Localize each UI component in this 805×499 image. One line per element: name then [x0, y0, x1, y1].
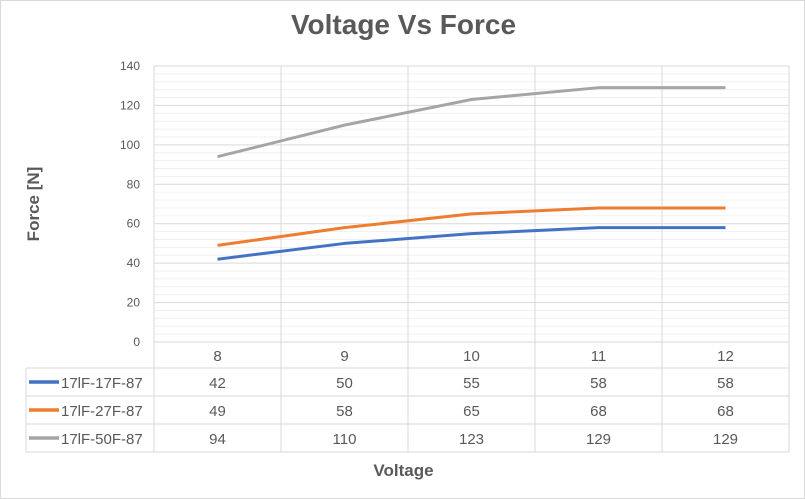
y-tick-label: 140 [120, 59, 140, 73]
data-table-value: 129 [586, 431, 611, 448]
data-table-value: 123 [459, 431, 484, 448]
data-table-value: 65 [463, 403, 480, 420]
data-table-value: 42 [209, 375, 226, 392]
data-table-value: 58 [717, 375, 734, 392]
data-table-value: 110 [333, 431, 357, 448]
x-tick-label: 10 [463, 348, 480, 365]
y-tick-label: 100 [120, 138, 140, 152]
y-tick-label: 80 [127, 177, 141, 191]
y-tick-label: 40 [127, 256, 141, 270]
series-line [217, 206, 726, 247]
data-table-value: 58 [336, 403, 353, 420]
y-tick-label: 0 [133, 335, 140, 349]
x-tick-label: 12 [717, 348, 734, 365]
data-table-value: 49 [209, 403, 226, 420]
data-table-value: 50 [336, 375, 353, 392]
legend-label: 17lF-50F-87 [61, 431, 143, 448]
x-axis-label: Voltage [373, 461, 434, 480]
series-line [217, 86, 726, 159]
data-table-value: 94 [209, 431, 226, 448]
x-tick-label: 11 [591, 348, 607, 365]
series-line [217, 226, 726, 261]
y-tick-label: 20 [127, 296, 141, 310]
legend-label: 17lF-27F-87 [61, 403, 143, 420]
data-table-value: 68 [590, 403, 607, 420]
x-tick-label: 9 [340, 348, 348, 365]
data-table-value: 129 [713, 431, 738, 448]
data-table-value: 55 [463, 375, 480, 392]
data-table-value: 68 [717, 403, 734, 420]
data-table-value: 58 [590, 375, 607, 392]
x-tick-label: 8 [213, 348, 221, 365]
y-tick-label: 60 [127, 217, 141, 231]
legend-label: 17lF-17F-87 [61, 375, 143, 392]
chart-title: Voltage Vs Force [290, 9, 517, 40]
y-tick-label: 120 [120, 98, 140, 112]
